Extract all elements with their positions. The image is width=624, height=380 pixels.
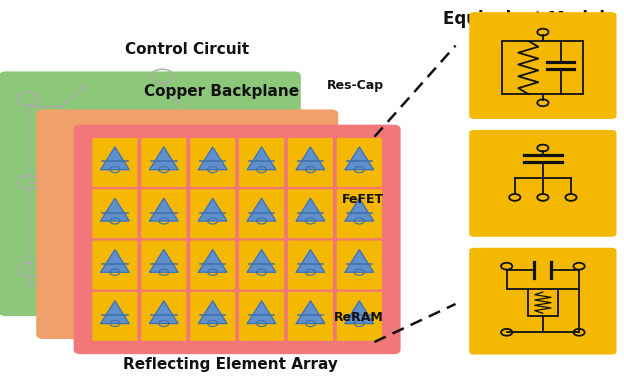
FancyBboxPatch shape <box>141 138 187 187</box>
Polygon shape <box>100 198 129 221</box>
Polygon shape <box>345 301 374 323</box>
FancyBboxPatch shape <box>92 292 137 341</box>
Polygon shape <box>345 250 374 272</box>
FancyBboxPatch shape <box>74 125 401 354</box>
Text: Control Circuit: Control Circuit <box>125 42 249 57</box>
Polygon shape <box>296 301 324 323</box>
FancyBboxPatch shape <box>190 189 235 238</box>
Polygon shape <box>296 147 324 169</box>
Polygon shape <box>345 147 374 169</box>
Text: FeFET: FeFET <box>341 193 384 206</box>
Polygon shape <box>247 198 276 221</box>
FancyBboxPatch shape <box>92 189 137 238</box>
Polygon shape <box>198 301 227 323</box>
FancyBboxPatch shape <box>288 138 333 187</box>
Polygon shape <box>100 301 129 323</box>
Polygon shape <box>150 147 178 169</box>
FancyBboxPatch shape <box>190 292 235 341</box>
FancyBboxPatch shape <box>239 241 284 290</box>
FancyBboxPatch shape <box>141 189 187 238</box>
Bar <box>502 41 583 94</box>
Polygon shape <box>150 198 178 221</box>
Text: ReRAM: ReRAM <box>334 311 384 324</box>
FancyBboxPatch shape <box>239 138 284 187</box>
FancyBboxPatch shape <box>190 138 235 187</box>
FancyBboxPatch shape <box>141 241 187 290</box>
Text: Res-Cap: Res-Cap <box>326 79 384 92</box>
FancyBboxPatch shape <box>337 189 382 238</box>
FancyBboxPatch shape <box>190 241 235 290</box>
Polygon shape <box>247 301 276 323</box>
Text: Equivalent Model: Equivalent Model <box>443 10 605 27</box>
Polygon shape <box>150 250 178 272</box>
Polygon shape <box>198 147 227 169</box>
Polygon shape <box>198 198 227 221</box>
FancyBboxPatch shape <box>469 12 617 119</box>
FancyBboxPatch shape <box>92 138 137 187</box>
FancyBboxPatch shape <box>92 241 137 290</box>
FancyBboxPatch shape <box>141 292 187 341</box>
Polygon shape <box>150 301 178 323</box>
FancyBboxPatch shape <box>239 189 284 238</box>
FancyBboxPatch shape <box>469 248 617 355</box>
Polygon shape <box>296 198 324 221</box>
FancyBboxPatch shape <box>0 71 301 316</box>
FancyBboxPatch shape <box>288 241 333 290</box>
Text: Reflecting Element Array: Reflecting Element Array <box>124 357 338 372</box>
FancyBboxPatch shape <box>469 130 617 237</box>
Polygon shape <box>100 250 129 272</box>
FancyBboxPatch shape <box>337 292 382 341</box>
Text: Copper Backplane: Copper Backplane <box>144 84 299 99</box>
Polygon shape <box>345 198 374 221</box>
Polygon shape <box>198 250 227 272</box>
Polygon shape <box>247 147 276 169</box>
Polygon shape <box>296 250 324 272</box>
Bar <box>528 289 558 316</box>
FancyBboxPatch shape <box>288 292 333 341</box>
FancyBboxPatch shape <box>337 138 382 187</box>
FancyBboxPatch shape <box>288 189 333 238</box>
FancyBboxPatch shape <box>337 241 382 290</box>
FancyBboxPatch shape <box>239 292 284 341</box>
Polygon shape <box>247 250 276 272</box>
Polygon shape <box>100 147 129 169</box>
FancyBboxPatch shape <box>36 109 338 339</box>
